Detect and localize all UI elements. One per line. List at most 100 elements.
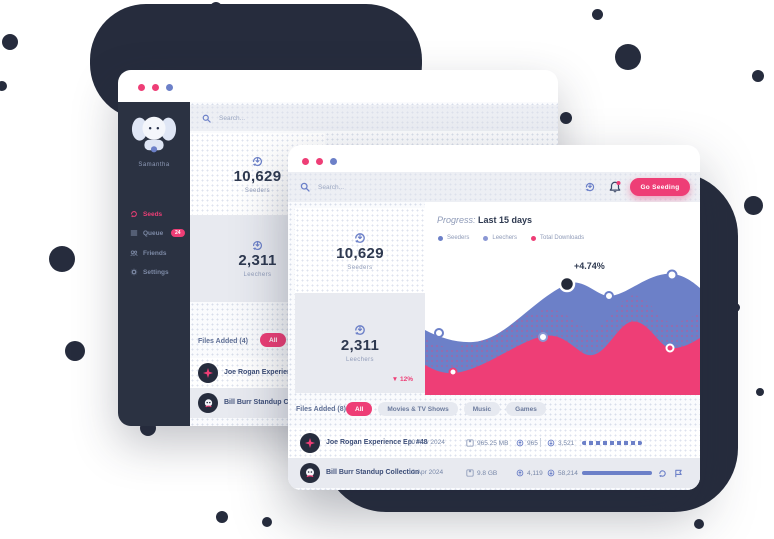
seeders-label: Seeders (347, 264, 373, 271)
filter-pill-music[interactable]: Music (463, 402, 501, 416)
date-cell: 12 Apr 2024 (408, 469, 444, 476)
size-cell: 9.8 GB (466, 469, 497, 477)
sidebar-item-seeds[interactable]: Seeds (130, 210, 162, 218)
decor-circle (694, 519, 704, 529)
go-seeding-button[interactable]: Go Seeding (630, 178, 690, 196)
seed-status-icon[interactable] (584, 181, 596, 193)
torrent-title: Joe Rogan Experience Ep. #48 (224, 369, 326, 376)
leechers-label: Leechers (243, 272, 272, 278)
search-input[interactable] (316, 182, 410, 192)
sidebar-item-queue[interactable]: Queue (130, 229, 163, 237)
sidebar-item-friends[interactable]: Friends (130, 249, 166, 257)
sidebar-item-label: Settings (143, 268, 169, 276)
decor-circle (210, 2, 222, 14)
window-minimize-button[interactable] (316, 158, 323, 165)
leechers-label: Leechers (346, 357, 374, 363)
area-chart[interactable]: +4.74% (425, 250, 700, 395)
search-icon (202, 114, 211, 123)
chart-marker (604, 291, 614, 301)
chart-annotation: +4.74% (574, 261, 605, 271)
seeders-label: Seeders (244, 187, 271, 194)
window-front: Go Seeding 10,629 Seeders 2,311 Leechers… (288, 145, 700, 490)
decor-circle (744, 196, 763, 215)
peers-cell: 3,521 (547, 439, 574, 447)
decor-circle (731, 303, 740, 312)
filter-pill-all[interactable]: All (260, 333, 287, 347)
user-avatar[interactable] (131, 110, 177, 156)
size-cell: 965.25 MB (466, 439, 508, 447)
date-cell: 30 Nov 2024 (408, 439, 445, 446)
disk-icon (466, 469, 474, 477)
window-minimize-button[interactable] (152, 84, 159, 91)
notifications-bell-icon[interactable] (608, 180, 622, 194)
seeders-value: 10,629 (233, 167, 282, 185)
face-icon (204, 398, 212, 407)
table-row[interactable]: Bill Burr Standup Collection 12 Apr 2024… (288, 458, 700, 488)
legend-leechers[interactable]: Leechers (483, 235, 517, 241)
torrent-title: Joe Rogan Experience Ep. #48 (326, 439, 428, 446)
filter-pill-movies[interactable]: Movies & TV Shows (378, 402, 458, 416)
leechers-value: 2,311 (340, 337, 380, 354)
seed-icon (252, 241, 262, 251)
seeds-cell: 965 (516, 439, 538, 447)
notification-dot (616, 180, 621, 185)
chart-marker (434, 328, 444, 338)
window-close-button[interactable] (302, 158, 309, 165)
seed-icon (355, 232, 365, 243)
disk-icon (466, 439, 474, 447)
table-row[interactable]: Joe Rogan Experience Ep. #48 30 Nov 2024… (288, 428, 700, 458)
filter-pill-games[interactable]: Games (506, 402, 546, 416)
seed-icon (252, 156, 262, 166)
legend-seeders[interactable]: Seeders (438, 235, 469, 241)
legend-total-downloads[interactable]: Total Downloads (531, 235, 584, 241)
star-icon (305, 438, 315, 448)
seeders-value: 10,629 (336, 244, 384, 262)
chart-marker (665, 343, 675, 353)
leechers-value: 2,311 (238, 252, 277, 269)
torrent-title: Bill Burr Standup Collection (326, 469, 420, 476)
window-expand-button[interactable] (330, 158, 337, 165)
decor-circle (65, 341, 85, 361)
filter-label: Files Added (4) (198, 338, 248, 345)
torrent-avatar (198, 393, 218, 413)
gear-icon (130, 268, 138, 276)
search-input[interactable] (217, 113, 311, 123)
user-name: Samantha (138, 162, 170, 168)
progress-bar (582, 441, 642, 445)
chart-marker (538, 332, 548, 342)
torrent-avatar (300, 433, 320, 453)
progress-bar (582, 471, 652, 475)
total-downloads-area (425, 321, 700, 395)
seed-down-icon (547, 469, 555, 477)
decor-circle (262, 517, 272, 527)
reseed-icon[interactable] (658, 469, 667, 478)
sidebar-item-settings[interactable]: Settings (130, 268, 169, 276)
torrent-title: Bill Burr Standup Collection (224, 399, 318, 406)
decor-circle (615, 44, 641, 70)
decor-circle (2, 34, 18, 50)
search-bar (190, 105, 558, 131)
decor-circle (560, 112, 572, 124)
window-close-button[interactable] (138, 84, 145, 91)
share-icon[interactable] (674, 469, 683, 478)
search-icon (300, 182, 310, 192)
list-icon (130, 230, 138, 236)
seed-icon (355, 325, 365, 335)
window-expand-button[interactable] (166, 84, 173, 91)
queue-count-badge: 24 (171, 229, 185, 237)
filter-pill-all[interactable]: All (346, 402, 373, 416)
chart-panel: Progress: Last 15 days Seeders Leechers … (425, 202, 700, 395)
status-dot (150, 146, 158, 153)
friends-icon (130, 250, 138, 256)
decor-circle (216, 511, 228, 523)
leechers-card: 2,311 Leechers ▼ 12% (295, 293, 425, 393)
seed-up-icon (516, 469, 524, 477)
decor-circle (752, 70, 764, 82)
chart-title: Progress: Last 15 days (437, 215, 533, 225)
seeders-card: 10,629 Seeders (295, 208, 425, 293)
filter-label: Files Added (8) (296, 406, 346, 413)
decor-circle (756, 388, 764, 396)
torrent-avatar (300, 463, 320, 483)
sidebar-item-label: Friends (143, 249, 167, 257)
